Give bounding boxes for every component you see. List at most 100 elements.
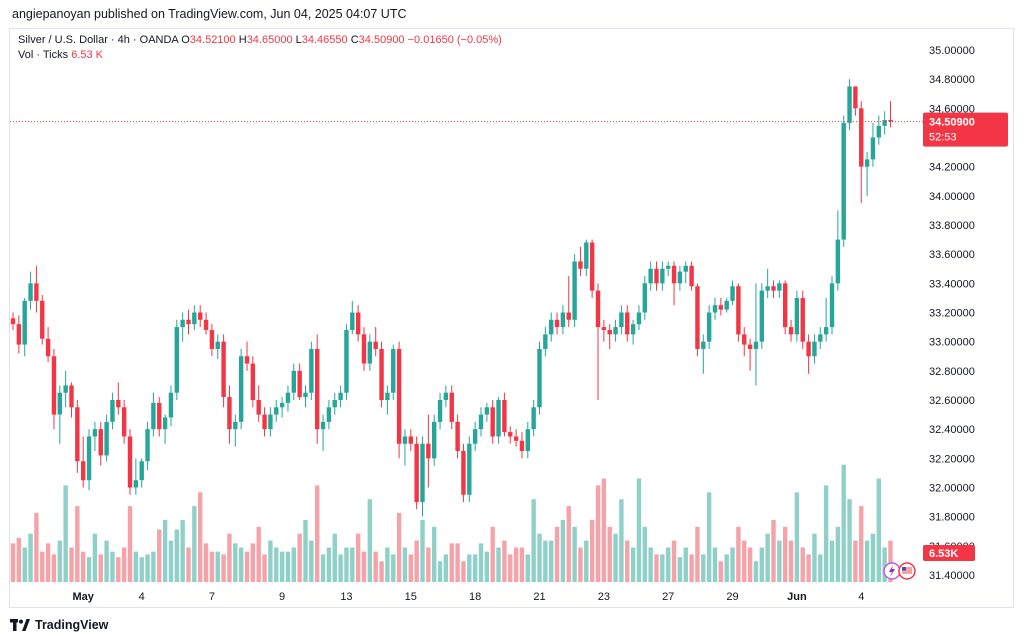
volume-bar — [549, 540, 554, 582]
volume-bar — [578, 547, 583, 582]
candle-body — [666, 265, 671, 269]
candle-body — [379, 348, 384, 400]
volume-bar — [613, 533, 618, 582]
volume-bar — [309, 540, 314, 582]
candle-body — [22, 300, 27, 345]
price-axis-tick-label: 34.00000 — [929, 191, 975, 203]
candle-body — [297, 370, 302, 398]
candle-body — [560, 312, 566, 328]
candle-body — [303, 392, 308, 398]
volume-bar — [654, 554, 659, 582]
tradingview-brand: TradingView — [35, 618, 109, 632]
volume-bar — [642, 526, 647, 582]
volume-bar — [853, 540, 858, 582]
volume-bar — [168, 540, 174, 582]
candle-body — [829, 283, 835, 328]
volume-bar — [28, 533, 33, 582]
price-axis-tick-label: 34.60000 — [929, 103, 975, 115]
volume-bar — [344, 547, 349, 582]
volume-bar — [361, 551, 367, 582]
price-axis-tick-label: 31.40000 — [929, 570, 975, 582]
candle-body — [227, 397, 232, 430]
volume-bar — [338, 554, 343, 582]
candle-body — [695, 286, 700, 349]
candle-body — [168, 392, 174, 418]
volume-bar — [712, 547, 718, 582]
time-axis-tick-label: 23 — [598, 591, 610, 603]
volume-bar — [566, 506, 571, 582]
volume-bar — [63, 485, 68, 582]
candle-body — [683, 265, 688, 272]
candle-body — [133, 480, 139, 488]
volume-bar — [502, 540, 507, 582]
volume-bar — [812, 533, 817, 582]
volume-bar — [291, 547, 296, 582]
volume-bar — [285, 551, 291, 582]
volume-label: Vol · Ticks — [18, 49, 69, 61]
volume-bar — [408, 554, 413, 582]
volume-bar — [455, 543, 460, 582]
candle-body — [10, 318, 16, 325]
candle-body — [847, 86, 852, 123]
volume-bar — [765, 533, 770, 582]
candle-body — [332, 400, 337, 408]
price-axis-tick-label: 35.00000 — [929, 45, 975, 57]
volume-bar — [870, 533, 876, 582]
candle-body — [671, 265, 677, 284]
candle-body — [391, 348, 396, 393]
volume-bar — [531, 499, 536, 582]
time-axis-tick-label: May — [72, 591, 94, 603]
volume-bar — [180, 519, 185, 582]
candle-body — [449, 392, 454, 422]
volume-bar — [882, 547, 887, 582]
volume-bar — [221, 554, 226, 582]
volume-bar — [414, 540, 419, 582]
volume-bar — [619, 499, 624, 582]
candle-body — [268, 414, 273, 430]
candle-body — [882, 120, 887, 126]
candle-body — [57, 392, 62, 415]
volume-bar — [648, 547, 653, 582]
candle-body — [765, 286, 770, 291]
volume-bar — [689, 554, 694, 582]
tradingview-logo[interactable]: TradingView — [10, 618, 108, 632]
volume-bar — [45, 543, 51, 582]
candle-body — [636, 312, 642, 325]
last-price-badge — [923, 112, 1008, 147]
volume-bar — [355, 533, 361, 582]
price-axis-tick-label: 33.60000 — [929, 249, 975, 261]
volume-bar — [443, 554, 449, 582]
candle-body — [145, 429, 150, 462]
volume-bar — [303, 519, 308, 582]
volume-bar — [724, 554, 729, 582]
volume-bar — [396, 513, 402, 582]
candle-body — [777, 283, 782, 291]
candle-body — [174, 327, 179, 393]
volume-bar — [157, 529, 162, 582]
candle-body — [86, 436, 92, 481]
volume-bar — [876, 478, 881, 582]
candle-body — [876, 125, 881, 138]
candle-body — [116, 400, 121, 408]
volume-bar — [841, 464, 846, 582]
price-axis-tick-label: 32.20000 — [929, 453, 975, 465]
time-axis-tick-label: 21 — [533, 591, 545, 603]
volume-bar — [630, 547, 636, 582]
volume-bar — [554, 526, 560, 582]
low-value: 34.46550 — [301, 34, 348, 46]
candle-body — [180, 319, 185, 328]
volume-bar — [385, 547, 390, 582]
candle-body — [794, 297, 800, 335]
candle-body — [771, 286, 776, 291]
volume-bar — [490, 526, 495, 582]
candle-body — [92, 429, 98, 437]
candle-body — [75, 407, 80, 462]
candle-body — [34, 283, 39, 301]
volume-badge — [923, 545, 975, 561]
candle-body — [835, 239, 841, 284]
volume-bar — [34, 513, 39, 582]
volume-bar — [198, 492, 203, 582]
candle-body — [806, 341, 811, 357]
